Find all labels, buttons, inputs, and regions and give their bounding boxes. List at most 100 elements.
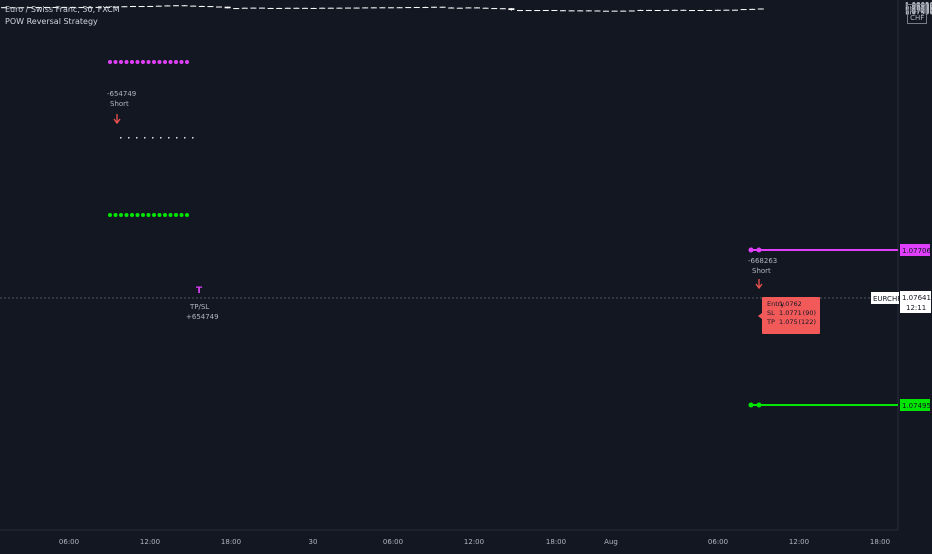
take-profit-price-badge — [900, 399, 930, 411]
old-entry-dot — [160, 137, 162, 139]
trade-box-row-value: 1.0771 — [779, 309, 802, 317]
candle-body — [620, 10, 627, 12]
currency-badge[interactable]: EUR CHF — [907, 4, 928, 24]
candle-body — [52, 6, 59, 8]
time-tick-label: 30 — [309, 538, 318, 546]
candle-body — [663, 9, 670, 11]
candle-body — [69, 6, 76, 8]
old-stop-dot — [135, 60, 140, 64]
old-entry-dot — [176, 137, 178, 139]
trade-info-pointer — [758, 313, 762, 319]
old-target-dot — [168, 213, 173, 217]
symbol-title[interactable]: Euro / Swiss Franc, 30, FXCM — [5, 5, 120, 14]
price-tick-label: 1.07600 — [905, 6, 932, 14]
old-target-dot — [152, 213, 156, 217]
price-tick-label: 1.07950 — [905, 2, 932, 10]
candle-body — [35, 7, 42, 9]
bar-countdown-text: 12:11 — [906, 304, 926, 312]
time-tick-label: 18:00 — [221, 538, 241, 546]
signal-short-label: Short — [752, 267, 771, 275]
old-target-dot — [185, 213, 189, 217]
old-stop-dot — [163, 60, 167, 64]
candle-body — [654, 9, 661, 11]
candle-body — [422, 7, 429, 9]
price-tick-label: 1.07400 — [905, 8, 932, 16]
candle-body — [637, 9, 644, 11]
candle-body — [233, 8, 240, 10]
candle-body — [405, 7, 412, 9]
short-arrow-icon — [755, 279, 763, 290]
signal-id-label: -654749 — [107, 90, 136, 98]
candle-body — [525, 10, 532, 12]
candle-body — [78, 7, 85, 9]
time-tick-label: 18:00 — [870, 538, 890, 546]
time-tick-label: 12:00 — [789, 538, 809, 546]
old-stop-dot — [108, 60, 112, 64]
candle-body — [482, 7, 489, 9]
candle-body — [147, 5, 154, 7]
old-stop-dot — [157, 60, 162, 64]
candle-body — [164, 5, 171, 7]
old-stop-dot — [146, 60, 151, 64]
old-target-dot — [119, 213, 123, 217]
old-stop-dot — [124, 60, 129, 64]
candle-body — [568, 10, 575, 12]
candle-body — [207, 6, 214, 8]
candle-body — [353, 7, 360, 9]
candle-body — [379, 7, 386, 9]
candle-body — [732, 9, 738, 11]
tpsl-marker-icon: T — [196, 286, 203, 296]
old-target-dot — [146, 213, 151, 217]
price-tick-label: 1.07750 — [905, 4, 932, 12]
candle-body — [61, 6, 68, 8]
old-target-dot — [141, 213, 145, 217]
old-target-dot — [124, 213, 129, 217]
price-tick-label: 1.08050 — [905, 1, 932, 9]
current-price-text: 1.07641 — [902, 294, 931, 302]
candle-body — [585, 10, 592, 12]
old-stop-dot — [119, 60, 123, 64]
old-target-dot — [130, 213, 134, 217]
old-stop-dot — [168, 60, 173, 64]
old-target-dot — [179, 213, 184, 217]
trade-box-row-value: 1.0762 — [779, 300, 802, 308]
candle-body — [310, 7, 317, 9]
candle-body — [104, 6, 111, 8]
candle-body — [517, 10, 523, 12]
candle-body — [250, 7, 257, 9]
candle-body — [508, 8, 515, 11]
old-stop-dot — [174, 60, 178, 64]
candle-body — [190, 5, 197, 7]
trade-info-box[interactable] — [762, 297, 820, 334]
candle-body — [413, 7, 420, 9]
price-tick-label: 1.07450 — [905, 8, 932, 16]
candle-body — [1, 7, 7, 9]
candle-body — [723, 9, 730, 11]
candle-body — [44, 6, 50, 8]
candle-body — [112, 6, 119, 8]
price-tick-label: 1.07550 — [905, 7, 932, 15]
candle-body — [628, 10, 635, 12]
current-symbol-badge[interactable] — [871, 292, 899, 304]
price-tick-label: 1.07850 — [905, 3, 932, 11]
candle-body — [155, 5, 162, 7]
candle-body — [611, 10, 618, 12]
indicator-name[interactable]: POW Reversal Strategy — [5, 17, 98, 26]
candle-body — [276, 7, 283, 9]
trade-box-row-value: 1.075 — [779, 318, 798, 326]
price-tick-label: 1.07500 — [905, 7, 932, 15]
candle-body — [130, 6, 136, 8]
candle-body — [706, 9, 713, 11]
candle-body — [714, 9, 721, 11]
old-entry-dot — [128, 137, 130, 139]
old-target-dot — [113, 213, 118, 217]
candle-body — [646, 9, 652, 11]
trade-box-row-label: Entry — [767, 300, 784, 308]
old-target-dot — [135, 213, 140, 217]
old-entry-dot — [152, 137, 154, 139]
old-entry-dot — [192, 137, 194, 139]
candle-body — [121, 6, 128, 8]
